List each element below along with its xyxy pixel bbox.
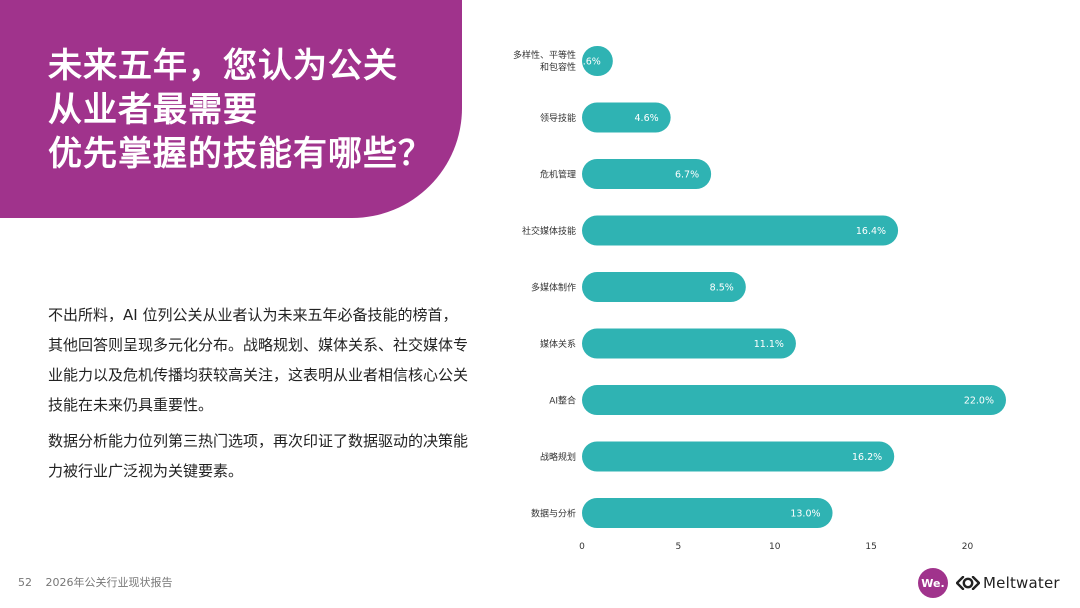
category-label-line: 多样性、平等性 bbox=[513, 49, 576, 61]
category-label-line: 社交媒体技能 bbox=[522, 225, 576, 237]
category-label-line: 和包容性 bbox=[540, 61, 576, 73]
category-label-line: 危机管理 bbox=[540, 169, 576, 181]
x-tick-label: 0 bbox=[579, 542, 585, 552]
category-label-line: 多媒体制作 bbox=[531, 282, 576, 294]
bar bbox=[582, 498, 833, 528]
meltwater-logo: Meltwater bbox=[956, 574, 1060, 592]
category-label-line: 数据与分析 bbox=[531, 508, 576, 520]
bar bbox=[582, 215, 899, 246]
bar bbox=[582, 102, 671, 133]
category-label: 多样性、平等性和包容性 bbox=[513, 49, 576, 73]
meltwater-wordmark: Meltwater bbox=[983, 574, 1060, 592]
body-paragraph-1: 不出所料，AI 位列公关从业者认为未来五年必备技能的榜首，其他回答则呈现多元化分… bbox=[48, 306, 469, 414]
category-label: 战略规划 bbox=[540, 451, 576, 463]
x-tick-label: 15 bbox=[865, 542, 876, 552]
data-label: 16.2% bbox=[852, 452, 882, 463]
data-label: 6.7% bbox=[675, 170, 699, 181]
title-line-1: 未来五年，您认为公关 bbox=[48, 46, 398, 86]
data-label: 16.4% bbox=[856, 226, 886, 237]
bar bbox=[582, 272, 746, 302]
data-label: 1.6% bbox=[577, 57, 601, 68]
brand-logos: We. Meltwater bbox=[918, 568, 1060, 598]
bar bbox=[582, 385, 1006, 415]
skills-bar-chart: 1.6% 多样性、平等性和包容性 4.6% 领导技能 6.7% 危机管理 16.4% 社交媒体… bbox=[480, 36, 1060, 556]
meltwater-mark-icon bbox=[956, 576, 980, 590]
category-label: 社交媒体技能 bbox=[522, 225, 576, 237]
x-tick-label: 20 bbox=[962, 542, 974, 552]
category-label: AI整合 bbox=[549, 395, 576, 407]
report-title: 2026年公关行业现状报告 bbox=[45, 576, 173, 589]
data-label: 4.6% bbox=[635, 113, 659, 124]
data-label: 11.1% bbox=[754, 339, 784, 350]
page-title: 未来五年，您认为公关 从业者最需要 优先掌握的技能有哪些？ bbox=[48, 44, 468, 176]
category-label-line: AI整合 bbox=[549, 395, 576, 407]
data-label: 13.0% bbox=[790, 509, 820, 520]
body-text: 不出所料，AI 位列公关从业者认为未来五年必备技能的榜首，其他回答则呈现多元化分… bbox=[48, 300, 468, 492]
data-label: 22.0% bbox=[964, 396, 994, 407]
category-label-line: 战略规划 bbox=[540, 451, 576, 463]
footer: 52 2026年公关行业现状报告 bbox=[18, 574, 183, 590]
category-label-line: 媒体关系 bbox=[540, 338, 576, 350]
category-label: 危机管理 bbox=[540, 169, 576, 181]
body-paragraph-2: 数据分析能力位列第三热门选项，再次印证了数据驱动的决策能力被行业广泛视为关键要素… bbox=[48, 432, 469, 480]
category-label: 多媒体制作 bbox=[531, 282, 576, 294]
we-logo: We. bbox=[918, 568, 948, 598]
x-tick-label: 5 bbox=[675, 542, 681, 552]
bar bbox=[582, 159, 712, 189]
category-label: 领导技能 bbox=[540, 112, 576, 124]
page-number: 52 bbox=[18, 576, 32, 589]
bar bbox=[582, 328, 796, 359]
category-label: 数据与分析 bbox=[531, 508, 576, 520]
x-tick-label: 10 bbox=[769, 542, 781, 552]
title-line-3: 优先掌握的技能有哪些？ bbox=[48, 134, 433, 174]
category-label: 媒体关系 bbox=[540, 338, 576, 350]
data-label: 8.5% bbox=[710, 283, 734, 294]
bar bbox=[582, 46, 613, 76]
chart-svg: 1.6%多样性、平等性和包容性 4.6% 领导技能 6.7% 危机管理 16.4% 社交媒体… bbox=[513, 46, 1006, 552]
bar bbox=[582, 441, 895, 472]
title-panel bbox=[0, 0, 462, 218]
category-label-line: 领导技能 bbox=[540, 112, 576, 124]
title-line-2: 从业者最需要 bbox=[48, 90, 258, 130]
